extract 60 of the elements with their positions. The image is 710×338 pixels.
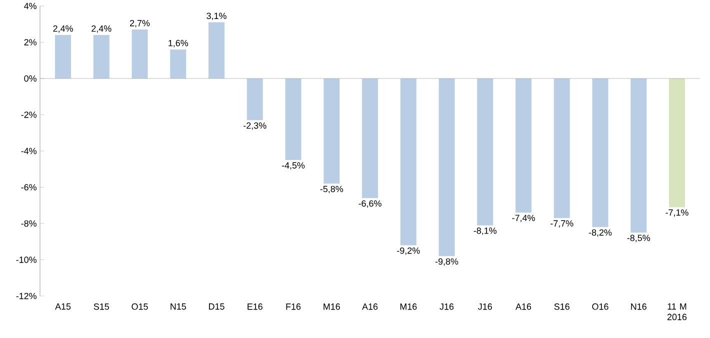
data-label: 3,1% bbox=[206, 12, 226, 20]
bar bbox=[554, 78, 570, 218]
x-tick-label: 11 M 2016 bbox=[667, 303, 687, 320]
y-tick-label: -2% bbox=[21, 112, 36, 118]
bar bbox=[668, 78, 685, 208]
data-label: -7,1% bbox=[666, 209, 688, 217]
bar bbox=[324, 78, 340, 184]
data-label: -8,2% bbox=[588, 229, 612, 237]
bar bbox=[170, 49, 186, 78]
y-tick-label: -6% bbox=[21, 184, 36, 190]
y-tick-label: 0% bbox=[24, 75, 36, 82]
data-label: -7,7% bbox=[550, 220, 574, 228]
data-label: -7,4% bbox=[512, 214, 535, 222]
x-tick-label: S15 bbox=[94, 303, 109, 310]
x-tick-label: O16 bbox=[592, 303, 608, 310]
x-tick-label: E16 bbox=[248, 303, 262, 310]
bar bbox=[246, 78, 263, 120]
data-label: -2,3% bbox=[244, 122, 266, 130]
x-tick-label: A15 bbox=[55, 303, 71, 310]
data-label: 2,4% bbox=[92, 25, 112, 33]
bar bbox=[592, 78, 608, 228]
bar bbox=[630, 78, 647, 233]
data-label: -8,1% bbox=[474, 228, 497, 235]
x-tick-label: M16 bbox=[400, 303, 417, 310]
x-tick-label: N16 bbox=[631, 303, 646, 310]
y-tick-label: -8% bbox=[21, 220, 36, 227]
data-label: 2,4% bbox=[53, 25, 73, 33]
bar bbox=[362, 78, 378, 198]
data-label: -9,8% bbox=[435, 258, 458, 266]
x-tick-label: J16 bbox=[440, 303, 454, 310]
data-label: -5,8% bbox=[320, 186, 344, 194]
bar bbox=[477, 78, 494, 226]
bar bbox=[208, 22, 225, 78]
y-tick-label: 2% bbox=[24, 39, 36, 46]
x-tick-label: M16 bbox=[324, 303, 340, 310]
x-tick-label: A16 bbox=[516, 303, 532, 310]
x-tick-label: S16 bbox=[554, 303, 570, 310]
data-label: -4,5% bbox=[282, 162, 305, 170]
bar bbox=[93, 34, 110, 78]
bar bbox=[132, 30, 148, 78]
x-tick-label: F16 bbox=[286, 303, 301, 310]
y-tick-label: -10% bbox=[16, 256, 36, 263]
data-label: -9,2% bbox=[397, 247, 420, 255]
x-tick-label: J16 bbox=[478, 303, 492, 310]
x-tick-label: O15 bbox=[132, 303, 148, 310]
data-label: 2,7% bbox=[130, 20, 150, 28]
bar bbox=[400, 78, 416, 246]
x-tick-label: N15 bbox=[170, 303, 186, 310]
data-label: 1,6% bbox=[168, 40, 188, 48]
bar bbox=[438, 78, 455, 256]
data-label: -8,5% bbox=[627, 234, 650, 242]
x-tick-label: A16 bbox=[362, 303, 378, 310]
y-tick-label: -12% bbox=[16, 292, 36, 300]
data-label: -6,6% bbox=[358, 200, 382, 208]
bar bbox=[55, 34, 72, 78]
y-tick-label: -4% bbox=[21, 148, 36, 154]
x-tick-label: D15 bbox=[209, 303, 224, 310]
bar bbox=[515, 78, 532, 213]
bar bbox=[285, 78, 302, 160]
y-tick-label: 4% bbox=[24, 2, 36, 10]
